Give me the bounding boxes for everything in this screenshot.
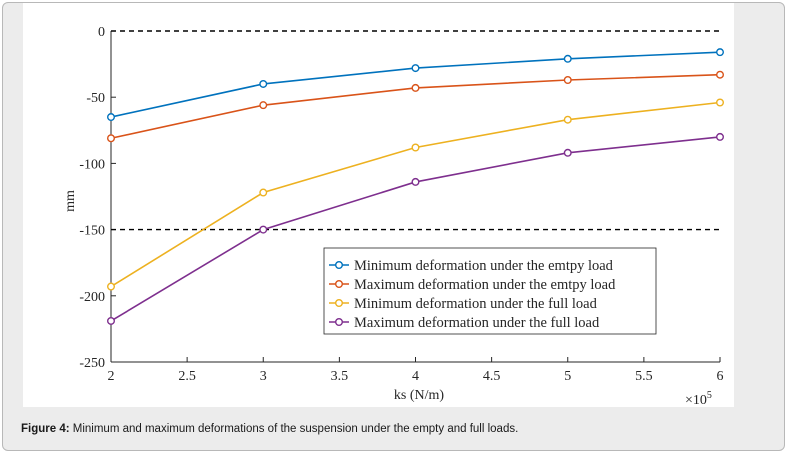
x-tick-label: 2.5	[178, 369, 196, 384]
x-tick-label: 3	[260, 369, 267, 384]
data-point	[106, 316, 115, 325]
series-3	[106, 98, 725, 291]
legend: Minimum deformation under the emtpy load…	[323, 247, 657, 335]
data-point	[716, 70, 725, 79]
x-axis-label: ks (N/m)	[394, 388, 445, 403]
y-tick-label: -100	[79, 157, 105, 172]
data-point	[411, 177, 420, 186]
legend-entry-label: Maximum deformation under the full load	[354, 315, 600, 331]
x-axis-multiplier: ×105	[685, 390, 712, 407]
figure-caption: Figure 4: Minimum and maximum deformatio…	[21, 423, 518, 435]
y-tick-label: -250	[79, 356, 105, 371]
data-point	[563, 115, 572, 124]
y-tick-label: -150	[79, 224, 105, 239]
data-point	[563, 75, 572, 84]
data-point	[411, 83, 420, 92]
legend-box	[323, 247, 657, 335]
figure-frame: 0 -50 -100 -150 -200 -250 2 2.5 3 3.5 4 4.5 5 5.5 6 Mi…	[2, 2, 785, 451]
caption-label: Figure 4:	[21, 423, 70, 435]
data-point	[106, 282, 115, 291]
data-point	[716, 48, 725, 57]
legend-swatch-marker	[335, 299, 344, 308]
data-point	[716, 98, 725, 107]
legend-entry-label: Minimum deformation under the emtpy load	[354, 258, 614, 274]
data-point	[259, 79, 268, 88]
figure-panel: 0 -50 -100 -150 -200 -250 2 2.5 3 3.5 4 4.5 5 5.5 6 Mi…	[23, 3, 734, 408]
data-point	[106, 113, 115, 122]
legend-entry-label: Maximum deformation under the emtpy load	[354, 277, 616, 293]
caption-text: Minimum and maximum deformations of the …	[69, 423, 519, 435]
x-tick-label: 5.5	[635, 369, 653, 384]
legend-swatch-marker	[335, 318, 344, 327]
data-point	[563, 148, 572, 157]
y-tick-label: -50	[86, 91, 105, 106]
series-2	[106, 70, 725, 143]
data-point	[411, 64, 420, 73]
reference-lines	[111, 30, 720, 231]
legend-swatch-marker	[335, 280, 344, 289]
series-1	[106, 48, 725, 122]
y-tick-label: -200	[79, 290, 105, 305]
data-point	[106, 134, 115, 143]
series-4	[106, 132, 725, 325]
legend-entry-label: Minimum deformation under the full load	[354, 296, 598, 312]
series-layer	[106, 48, 725, 325]
x-tick-label: 5	[564, 369, 571, 384]
data-point	[411, 143, 420, 152]
data-point	[563, 54, 572, 63]
data-point	[259, 188, 268, 197]
x-tick-label: 3.5	[331, 369, 349, 384]
data-point	[259, 101, 268, 110]
data-point	[716, 132, 725, 141]
x-tick-label: 4.5	[483, 369, 501, 384]
legend-swatch-marker	[335, 261, 344, 270]
y-axis-label: mm	[63, 190, 78, 212]
data-point	[259, 225, 268, 234]
x-tick-label: 2	[108, 369, 115, 384]
x-tick-label: 6	[717, 369, 724, 384]
y-tick-label: 0	[98, 25, 105, 40]
x-tick-label: 4	[412, 369, 419, 384]
